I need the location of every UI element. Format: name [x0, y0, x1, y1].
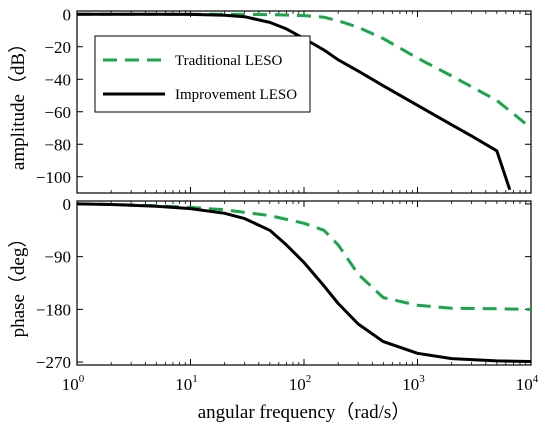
x-tick-label-exponent: 4	[533, 373, 539, 385]
x-axis-label: angular frequency（rad/s）	[198, 401, 411, 423]
amplitude-series-improvement-leso-line	[77, 12, 512, 191]
x-tick-label-base: 10	[62, 375, 79, 394]
x-tick-label: 102	[289, 373, 312, 394]
amplitude-y-tick-label: 0	[63, 5, 72, 24]
amplitude-y-tick-label: −100	[36, 168, 71, 187]
legend-label-traditional-leso: Traditional LESO	[175, 53, 283, 69]
x-tick-label-base: 10	[175, 375, 192, 394]
x-tick-label: 103	[402, 373, 425, 394]
x-tick-label-exponent: 2	[306, 373, 312, 385]
amplitude-y-tick-label: −80	[44, 135, 71, 154]
legend-label-improvement-leso: Improvement LESO	[175, 87, 297, 103]
amplitude-y-tick-label: −40	[44, 70, 71, 89]
phase-y-tick-label: −270	[36, 353, 71, 372]
x-tick-label: 101	[175, 373, 198, 394]
phase-series-improvement-leso-line	[76, 202, 532, 363]
amplitude-panel: 0 −20 −40 −60 −80 −100 amplitude（dB） Traditiona…	[7, 5, 532, 194]
legend: Traditional LESO Improvement LESO	[94, 35, 311, 113]
x-tick-label-exponent: 0	[79, 373, 85, 385]
x-tick-label-exponent: 3	[419, 373, 425, 385]
phase-y-tick-label: −90	[44, 248, 71, 267]
phase-axes-frame	[76, 200, 532, 366]
phase-y-tick-label: 0	[63, 195, 72, 214]
amplitude-y-axis-label: amplitude（dB）	[7, 34, 29, 170]
amplitude-y-tick-label: −20	[44, 38, 71, 57]
x-tick-label-base: 10	[402, 375, 419, 394]
x-tick-label-exponent: 1	[192, 373, 198, 385]
amplitude-y-tick-label: −60	[44, 103, 71, 122]
x-tick-label-base: 10	[516, 375, 533, 394]
legend-box	[94, 35, 311, 113]
x-tick-label: 100	[62, 373, 85, 394]
x-tick-label: 104	[516, 373, 539, 394]
x-tick-label-base: 10	[289, 375, 306, 394]
phase-y-tick-label: −180	[36, 300, 71, 319]
phase-y-axis-label: phase（deg）	[7, 229, 29, 338]
